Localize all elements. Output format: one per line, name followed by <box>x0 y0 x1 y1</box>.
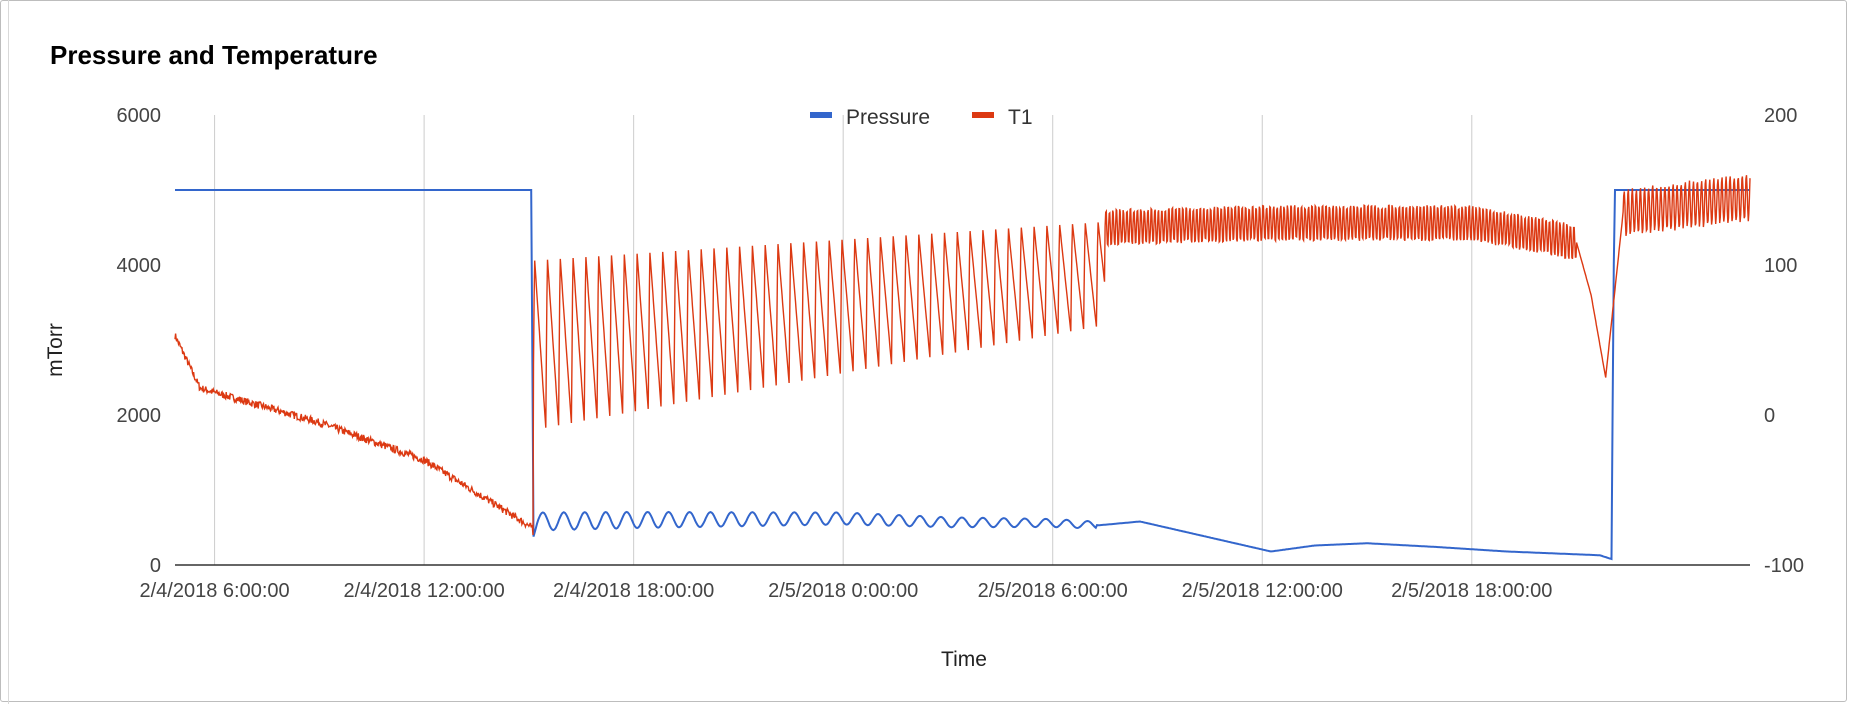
chart-title: Pressure and Temperature <box>50 40 378 70</box>
x-tick-label: 2/4/2018 6:00:00 <box>140 580 290 602</box>
series-line-t1 <box>174 175 1751 536</box>
legend-swatch-t1 <box>972 112 994 118</box>
legend-label-pressure: Pressure <box>846 106 930 129</box>
x-tick-label: 2/4/2018 12:00:00 <box>343 580 504 602</box>
x-tick-label: 2/4/2018 18:00:00 <box>553 580 714 602</box>
y-tick-label-right: -100 <box>1764 555 1804 577</box>
legend-swatch-pressure <box>810 112 832 118</box>
y-tick-label-left: 0 <box>150 555 161 577</box>
y-tick-label-right: 100 <box>1764 255 1797 277</box>
x-axis-title: Time <box>941 648 987 671</box>
y-tick-label-right: 200 <box>1764 105 1797 127</box>
frame-divider <box>8 0 9 704</box>
x-tick-label: 2/5/2018 6:00:00 <box>978 580 1128 602</box>
x-tick-label: 2/5/2018 0:00:00 <box>768 580 918 602</box>
series-line-pressure <box>175 189 1750 561</box>
y-axis-title-left: mTorr <box>44 323 67 377</box>
legend[interactable]: Pressure T1 <box>810 106 1033 129</box>
x-tick-label: 2/5/2018 18:00:00 <box>1391 580 1552 602</box>
y-tick-label-left: 4000 <box>117 255 162 277</box>
y-tick-label-right: 0 <box>1764 405 1775 427</box>
legend-label-t1: T1 <box>1008 106 1033 129</box>
x-tick-label: 2/5/2018 12:00:00 <box>1182 580 1343 602</box>
y-tick-label-left: 2000 <box>117 405 162 427</box>
y-tick-label-left: 6000 <box>117 105 162 127</box>
